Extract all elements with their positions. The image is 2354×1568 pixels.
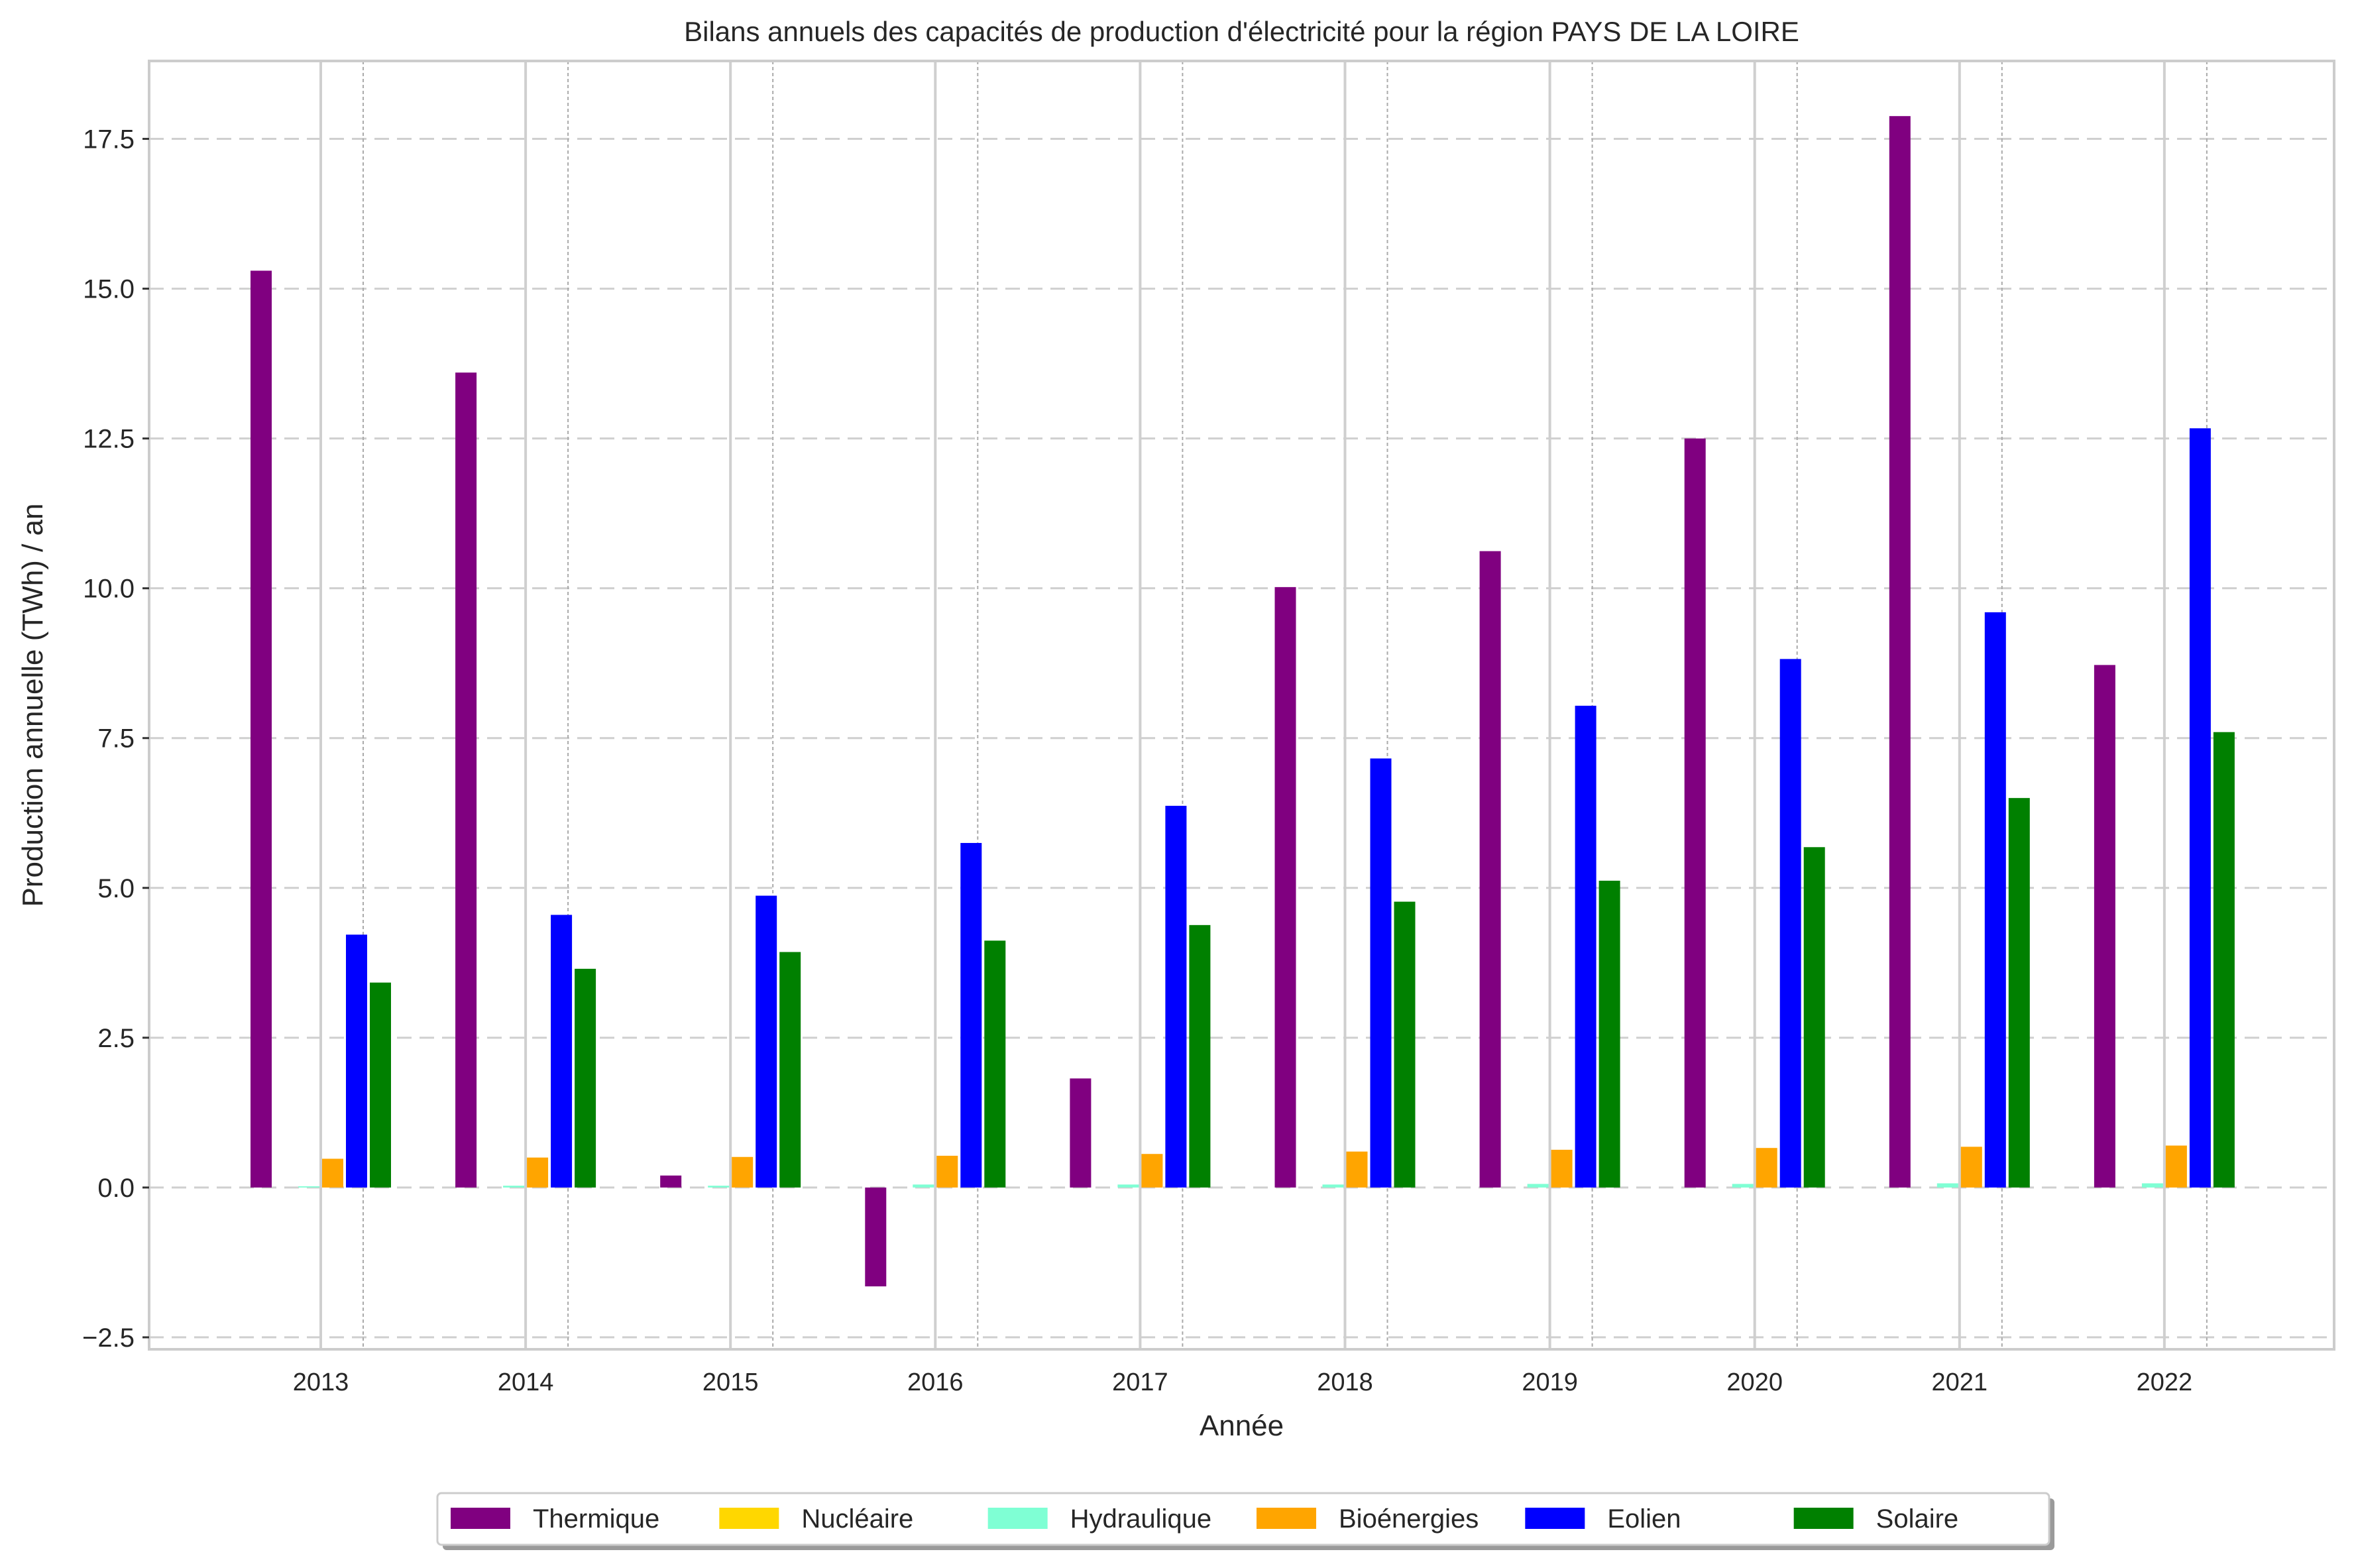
bar-thermique-2022 [2094,665,2115,1187]
bar-bioénergies-2021 [1961,1147,1982,1187]
bar-eolien-2021 [1985,612,2006,1188]
y-tick-label: 2.5 [97,1024,135,1053]
bar-thermique-2014 [455,372,476,1188]
bar-thermique-2018 [1275,587,1296,1188]
bar-solaire-2021 [2009,798,2030,1188]
x-tick-label: 2017 [1112,1369,1168,1396]
y-tick-label: 5.0 [97,874,135,903]
y-tick-label: 15.0 [83,275,135,304]
bar-eolien-2015 [756,896,777,1188]
legend-label-solaire: Solaire [1876,1504,1959,1534]
y-tick-label: 0.0 [97,1174,135,1203]
bar-hydraulique-2019 [1528,1184,1549,1187]
y-axis-label: Production annuelle (TWh) / an [17,504,49,907]
bar-bioénergies-2017 [1141,1154,1162,1188]
bar-hydraulique-2017 [1117,1184,1139,1188]
bar-bioénergies-2015 [732,1157,753,1188]
bar-solaire-2015 [779,952,801,1188]
bar-eolien-2019 [1575,706,1597,1188]
legend-swatch-hydraulique [988,1508,1048,1529]
legend-swatch-bioénergies [1257,1508,1316,1529]
bar-eolien-2018 [1371,758,1392,1187]
legend-label-eolien: Eolien [1607,1504,1681,1534]
y-tick-label: 12.5 [83,425,135,454]
bar-bioénergies-2014 [527,1158,548,1188]
legend-swatch-thermique [451,1508,510,1529]
legend: Thermique Nucléaire Hydraulique Bioénergies… [437,1493,2054,1550]
bar-solaire-2013 [370,983,391,1188]
y-tick-label: −2.5 [82,1323,135,1353]
bar-hydraulique-2015 [708,1186,729,1188]
x-tick-label: 2019 [1522,1369,1578,1396]
y-tick-label: 7.5 [97,724,135,754]
x-tick-label: 2013 [293,1369,349,1396]
bar-thermique-2017 [1070,1078,1091,1188]
bar-hydraulique-2021 [1937,1184,1958,1188]
bar-hydraulique-2016 [913,1184,934,1188]
legend-label-hydraulique: Hydraulique [1070,1504,1211,1534]
y-tick-label: 10.0 [83,575,135,604]
bar-eolien-2013 [346,934,367,1188]
bar-eolien-2016 [960,843,981,1188]
bar-bioénergies-2018 [1347,1152,1368,1188]
bar-thermique-2015 [660,1176,681,1188]
bar-hydraulique-2022 [2142,1184,2163,1188]
bar-solaire-2014 [575,969,596,1188]
x-tick-label: 2021 [1932,1369,1988,1396]
bar-hydraulique-2020 [1732,1184,1754,1187]
x-tick-label: 2022 [2137,1369,2193,1396]
legend-swatch-nucléaire [719,1508,779,1529]
bar-solaire-2020 [1804,847,1825,1188]
bar-thermique-2021 [1889,116,1911,1188]
bar-hydraulique-2018 [1323,1184,1344,1188]
x-tick-label: 2016 [907,1369,964,1396]
x-tick-label: 2020 [1726,1369,1783,1396]
x-axis-label: Année [1200,1410,1284,1442]
bar-eolien-2020 [1780,659,1801,1187]
legend-swatch-eolien [1525,1508,1585,1529]
bar-eolien-2017 [1165,806,1186,1188]
bar-bioénergies-2019 [1551,1150,1573,1188]
bar-solaire-2016 [984,940,1005,1188]
legend-label-nucléaire: Nucléaire [801,1504,913,1534]
bar-thermique-2016 [865,1188,886,1286]
bar-solaire-2017 [1189,925,1210,1188]
bar-thermique-2020 [1685,439,1706,1188]
y-tick-label: 17.5 [83,125,135,154]
bar-bioénergies-2020 [1756,1148,1777,1188]
x-tick-label: 2018 [1317,1369,1373,1396]
bar-eolien-2014 [551,915,572,1187]
bar-solaire-2019 [1599,881,1620,1188]
x-tick-label: 2014 [498,1369,554,1396]
bar-solaire-2022 [2214,732,2235,1188]
bar-thermique-2019 [1480,551,1501,1188]
bar-bioénergies-2016 [936,1156,958,1188]
bar-hydraulique-2013 [298,1186,319,1188]
bar-bioénergies-2022 [2166,1146,2187,1188]
chart-title: Bilans annuels des capacités de producti… [684,16,1799,47]
legend-label-thermique: Thermique [533,1504,659,1534]
bar-thermique-2013 [251,270,272,1187]
bar-solaire-2018 [1394,902,1416,1188]
legend-label-bioénergies: Bioénergies [1339,1504,1479,1534]
bar-hydraulique-2014 [503,1186,524,1188]
bar-eolien-2022 [2190,428,2211,1188]
bar-bioénergies-2013 [322,1158,343,1187]
x-tick-label: 2015 [702,1369,759,1396]
legend-swatch-solaire [1794,1508,1854,1529]
